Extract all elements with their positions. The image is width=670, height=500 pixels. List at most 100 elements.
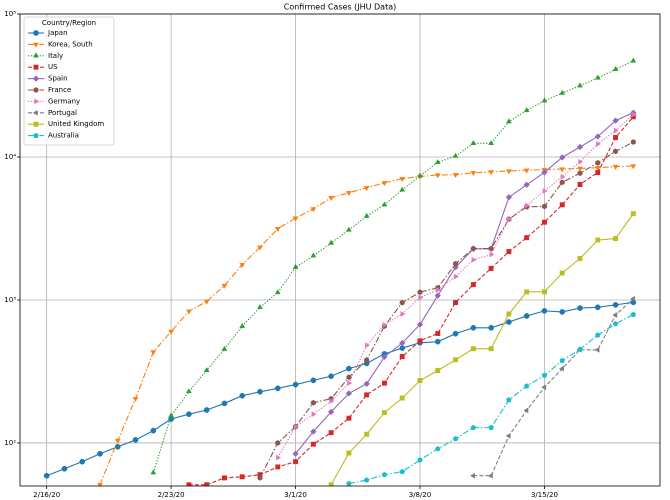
marker (239, 322, 246, 328)
series-line (348, 314, 634, 485)
marker (613, 236, 619, 242)
marker (132, 397, 139, 403)
series-area (43, 57, 637, 486)
marker (595, 332, 601, 338)
legend-marker (33, 30, 39, 36)
marker (541, 289, 547, 295)
legend-marker (33, 64, 39, 70)
legend-marker (33, 87, 39, 93)
x-tick-label: 2/16/20 (33, 491, 60, 499)
marker (186, 482, 192, 486)
marker (488, 424, 494, 430)
marker (203, 407, 210, 413)
marker (434, 158, 441, 165)
marker (434, 338, 441, 345)
marker (275, 440, 281, 446)
marker (596, 141, 602, 147)
marker (381, 471, 388, 478)
series-line (295, 112, 634, 455)
marker (594, 74, 601, 80)
marker (488, 346, 494, 352)
marker (505, 118, 512, 124)
marker (612, 320, 619, 327)
y-tick-label: 10² (4, 439, 16, 447)
marker (186, 411, 192, 418)
marker (346, 450, 352, 456)
marker (612, 117, 619, 124)
marker (274, 227, 281, 233)
marker (292, 381, 299, 388)
marker (505, 433, 511, 439)
marker (416, 321, 424, 328)
marker (399, 186, 406, 192)
marker (523, 383, 530, 389)
marker (328, 239, 335, 245)
marker (613, 135, 619, 140)
marker (239, 262, 246, 269)
marker (577, 82, 583, 88)
legend-label: France (48, 86, 71, 94)
legend-marker (33, 52, 39, 58)
marker (523, 107, 530, 113)
marker (311, 411, 317, 418)
marker (345, 390, 353, 397)
marker (506, 249, 512, 255)
marker (560, 173, 566, 180)
marker (453, 357, 459, 363)
marker (381, 181, 388, 187)
marker (363, 477, 370, 483)
marker (328, 373, 334, 380)
marker (453, 260, 459, 267)
marker (168, 329, 175, 335)
marker (594, 133, 601, 140)
series-line (188, 116, 634, 486)
marker (541, 203, 547, 210)
legend-label: United Kingdom (48, 120, 104, 128)
marker (43, 472, 50, 479)
marker (577, 256, 583, 261)
series-line (46, 301, 634, 477)
marker (577, 170, 583, 177)
legend-marker (34, 98, 40, 105)
marker (150, 469, 157, 475)
marker (239, 474, 245, 480)
marker (559, 179, 565, 186)
marker (452, 173, 459, 179)
marker (630, 139, 636, 145)
marker (417, 289, 423, 296)
marker (363, 380, 370, 388)
marker (185, 388, 192, 394)
marker (346, 415, 352, 421)
marker (239, 392, 246, 399)
marker (594, 346, 600, 353)
series-line (473, 298, 634, 477)
marker (629, 295, 636, 302)
marker (524, 202, 531, 209)
legend-label: Spain (48, 75, 68, 83)
marker (417, 457, 423, 463)
marker (630, 211, 636, 217)
marker (257, 388, 263, 395)
marker (577, 166, 583, 172)
marker (577, 182, 583, 187)
marker (345, 226, 352, 232)
marker (347, 380, 353, 387)
marker (452, 330, 459, 337)
legend-label: Korea, South (48, 40, 93, 48)
marker (257, 474, 263, 481)
marker (631, 111, 637, 118)
marker (630, 311, 637, 317)
marker (364, 357, 370, 363)
marker (577, 346, 583, 352)
y-tick-label: 10⁵ (4, 10, 16, 18)
marker (559, 167, 566, 173)
marker (417, 338, 423, 344)
series-line (152, 60, 634, 473)
marker (276, 454, 282, 461)
marker (576, 143, 584, 151)
marker (559, 270, 565, 276)
marker (381, 201, 388, 207)
marker (114, 438, 121, 444)
marker (613, 127, 619, 134)
